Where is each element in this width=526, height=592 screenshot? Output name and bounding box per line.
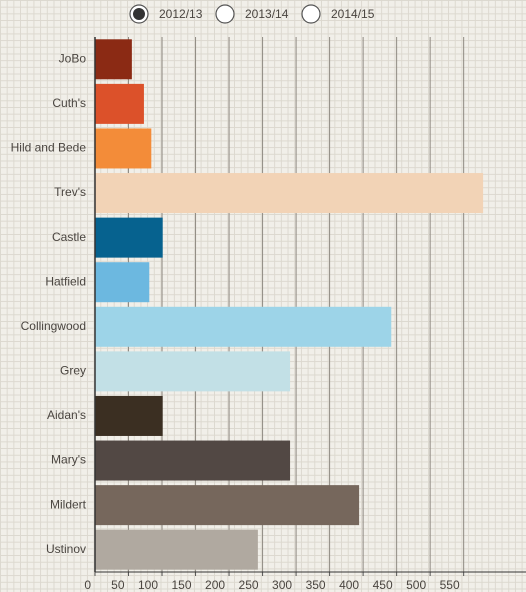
x-tick-label: 0 — [84, 578, 91, 592]
y-tick-label: Ustinov — [46, 542, 86, 556]
bar — [95, 395, 163, 436]
bar — [95, 262, 150, 303]
x-tick-label: 500 — [406, 578, 426, 592]
x-tick-label: 300 — [272, 578, 292, 592]
x-tick-label: 350 — [306, 578, 326, 592]
y-tick-label: JoBo — [59, 51, 87, 65]
x-tick-label: 50 — [111, 578, 125, 592]
y-tick-label: Trev's — [54, 185, 86, 199]
y-tick-label: Mary's — [51, 453, 86, 467]
radio-label[interactable]: 2013/14 — [245, 7, 289, 21]
radio-button[interactable] — [215, 4, 235, 24]
x-tick-label: 400 — [339, 578, 359, 592]
y-tick-label: Castle — [52, 230, 86, 244]
radio-label[interactable]: 2012/13 — [159, 7, 203, 21]
bar — [95, 529, 258, 570]
bar — [95, 173, 484, 214]
y-tick-label: Mildert — [50, 497, 87, 511]
radio-button[interactable] — [301, 4, 321, 24]
y-tick-label: Hatfield — [45, 274, 86, 288]
y-tick-label: Aidan's — [47, 408, 86, 422]
x-tick-label: 100 — [138, 578, 158, 592]
radio-label[interactable]: 2014/15 — [331, 7, 375, 21]
x-tick-label: 150 — [172, 578, 192, 592]
x-tick-label: 200 — [205, 578, 225, 592]
bar — [95, 83, 144, 124]
bar — [95, 440, 291, 481]
bar — [95, 351, 291, 392]
bar — [95, 217, 163, 258]
y-tick-label: Collingwood — [21, 319, 86, 333]
bar — [95, 485, 360, 526]
x-tick-label: 450 — [373, 578, 393, 592]
x-tick-label: 250 — [239, 578, 259, 592]
radio-option[interactable]: 2012/13 — [129, 4, 203, 24]
y-tick-label: Hild and Bede — [11, 141, 87, 155]
radio-option[interactable]: 2013/14 — [215, 4, 289, 24]
radio-dot[interactable] — [133, 8, 145, 20]
y-tick-label: Cuth's — [52, 96, 86, 110]
x-tick-label: 550 — [440, 578, 460, 592]
bar — [95, 306, 392, 347]
bar — [95, 39, 132, 80]
bar — [95, 128, 152, 169]
radio-option[interactable]: 2014/15 — [301, 4, 375, 24]
y-tick-label: Grey — [60, 364, 86, 378]
